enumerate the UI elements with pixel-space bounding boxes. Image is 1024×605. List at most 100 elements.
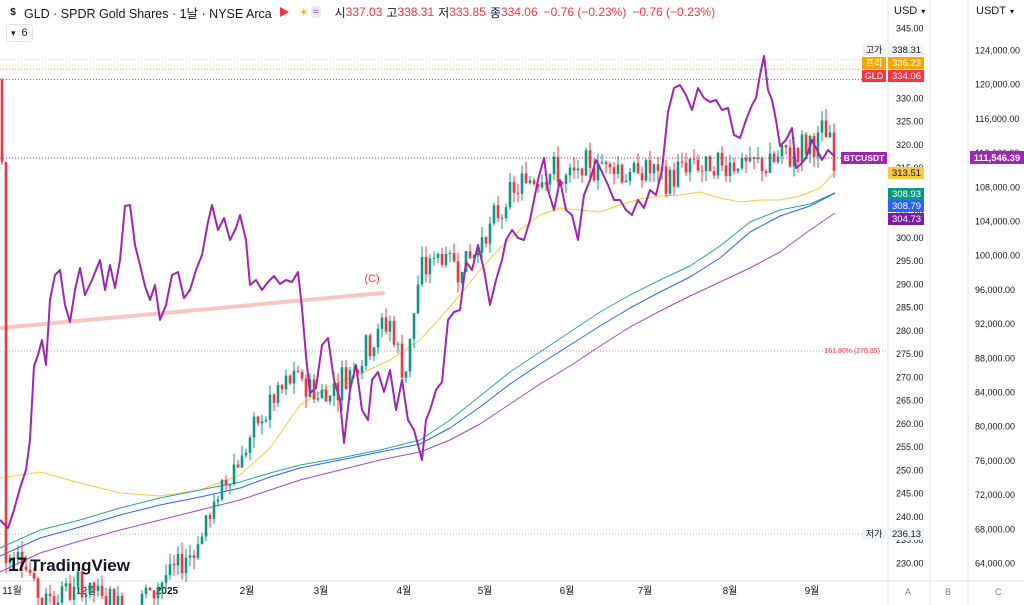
- gld-candle: [704, 156, 708, 172]
- gld-candle: [516, 192, 520, 194]
- gld-candle: [368, 335, 372, 357]
- gld-candle: [560, 181, 564, 184]
- gld-candle: [748, 157, 752, 162]
- left-axis-tick: 260.00: [896, 419, 924, 429]
- gld-candle: [380, 317, 384, 329]
- gld-candle: [512, 182, 516, 193]
- gld-candle: [644, 160, 648, 181]
- gld-candle: [540, 182, 544, 188]
- gld-candle: [820, 120, 824, 133]
- gld-candle: [332, 383, 336, 396]
- price-tag-label: 프리: [866, 58, 883, 68]
- price-tag-label-bg: [862, 44, 886, 56]
- gld-candle: [592, 167, 596, 181]
- gld-candle: [664, 166, 668, 194]
- price-tag-label: 저가: [866, 529, 883, 539]
- price-tag-value: 338.31: [892, 45, 921, 56]
- price-tag-label-bg: [862, 528, 886, 540]
- gld-candle: [156, 588, 160, 599]
- gld-candle: [404, 371, 408, 378]
- gld-candle: [300, 371, 304, 379]
- gld-candle: [484, 237, 488, 244]
- gld-candle: [412, 313, 416, 339]
- gld-candle: [364, 335, 368, 366]
- scale-letter-c: C: [995, 587, 1002, 597]
- right-axis-tick: 76,000.00: [975, 456, 1015, 466]
- left-axis-tick: 300.00: [896, 233, 924, 243]
- gld-candle: [272, 394, 276, 403]
- gld-candle: [572, 167, 576, 171]
- logo-text: TradingView: [30, 556, 130, 575]
- gld-candle: [420, 257, 424, 285]
- flag-icon[interactable]: [279, 7, 289, 17]
- gld-candle: [248, 437, 252, 453]
- gld-candle: [252, 416, 256, 438]
- gld-candle: [232, 464, 236, 485]
- gld-candle: [824, 120, 828, 138]
- gld-candle: [24, 566, 28, 570]
- symbol-title[interactable]: GLD · SPDR Gold Shares · 1날 · NYSE Arca: [24, 6, 272, 21]
- gld-candle: [108, 588, 112, 605]
- indicator-collapse[interactable]: ▾ 6: [6, 24, 33, 42]
- gld-candle: [416, 284, 420, 314]
- gld-candle: [388, 320, 392, 332]
- gld-candle: [692, 158, 696, 160]
- gld-candle: [316, 397, 320, 400]
- gld-candle: [200, 536, 204, 545]
- gld-candle: [716, 152, 720, 176]
- gld-candle: [668, 169, 672, 194]
- gld-candle: [608, 164, 612, 168]
- gld-candle: [80, 571, 84, 598]
- gld-candle: [456, 261, 460, 283]
- gld-candle: [528, 180, 532, 184]
- gld-candle: [360, 365, 364, 373]
- gld-candle: [536, 184, 540, 188]
- gld-candle: [328, 395, 332, 402]
- gld-candle: [568, 167, 572, 176]
- gld-candle: [812, 136, 816, 158]
- gld-candle: [468, 251, 472, 259]
- price-tag-label: 고가: [866, 45, 883, 55]
- gld-candle: [492, 205, 496, 224]
- change-value-2: −0.76 (−0.23%): [632, 5, 716, 19]
- gld-candle: [144, 587, 148, 594]
- gld-candle: [476, 252, 480, 256]
- gld-candle: [628, 172, 632, 181]
- tradingview-logo[interactable]: 17 TradingView: [8, 555, 130, 577]
- x-axis-tick: 2월: [240, 585, 255, 597]
- right-axis-tick: 64,000.00: [975, 559, 1015, 569]
- gld-candle: [432, 257, 436, 259]
- gld-candle: [828, 132, 832, 138]
- right-axis-tick: 124,000.00: [975, 46, 1020, 56]
- gld-candle: [472, 255, 476, 259]
- gld-candle: [392, 320, 396, 345]
- gld-candle: [292, 370, 296, 384]
- close-label: 종: [489, 5, 501, 20]
- x-axis-tick: 4월: [397, 585, 412, 597]
- right-axis-tick: 104,000.00: [975, 217, 1020, 227]
- gld-candle: [236, 464, 240, 468]
- gld-candle: [496, 205, 500, 219]
- gld-candle: [444, 253, 448, 265]
- scale-letter-a: A: [905, 587, 911, 597]
- gld-candle: [652, 164, 656, 174]
- gld-candle: [120, 595, 124, 605]
- gld-candle: [556, 156, 560, 182]
- gld-candle: [784, 144, 788, 148]
- gld-candle: [104, 595, 108, 605]
- gld-candle: [8, 557, 12, 563]
- gld-candle: [448, 253, 452, 255]
- left-scale-currency[interactable]: USD ▾: [894, 5, 925, 17]
- left-axis-tick: 250.00: [896, 465, 924, 475]
- left-axis-tick: 240.00: [896, 512, 924, 522]
- right-scale-currency[interactable]: USDT ▾: [976, 5, 1014, 17]
- gld-candle: [452, 253, 456, 262]
- dollar-icon: $: [10, 6, 16, 18]
- price-tag-label: GLD: [865, 71, 884, 81]
- gld-candle: [160, 582, 164, 589]
- gld-candle: [44, 593, 48, 605]
- gld-candle: [752, 157, 756, 160]
- price-tag-value: 304.73: [892, 214, 921, 225]
